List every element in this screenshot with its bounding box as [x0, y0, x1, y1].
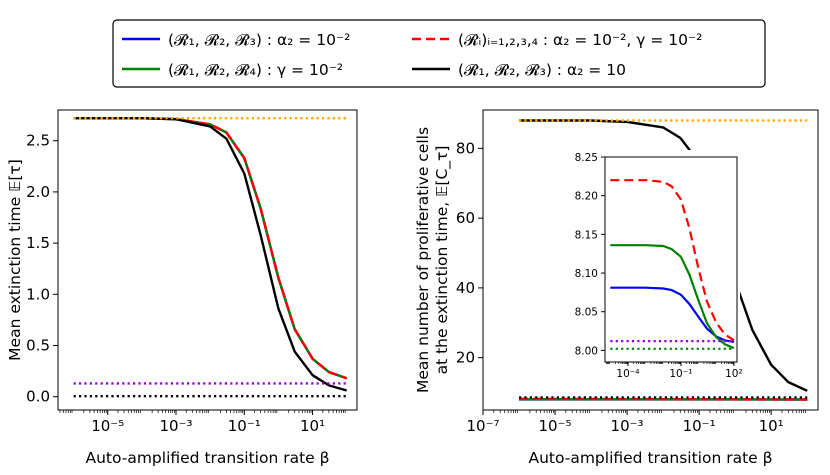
y-tick-label: 2.5	[26, 132, 50, 150]
inset-background	[560, 150, 740, 390]
series-line-1	[73, 116, 348, 380]
series-line-2	[518, 397, 808, 401]
y-tick-label: 8.25	[575, 152, 598, 164]
series-line-2	[610, 179, 735, 342]
x-tick-label: 10²	[725, 368, 743, 380]
series-line-2	[73, 116, 348, 380]
y-axis-label: Mean extinction time 𝔼[τ]	[6, 159, 24, 361]
x-tick-label: 10⁻⁵	[91, 417, 124, 435]
y-tick-label: 0.0	[26, 388, 50, 406]
plot-frame	[57, 109, 358, 411]
y-tick-label: 1.5	[26, 234, 50, 252]
inset-chart: 10⁻⁴ 10⁻¹ 10² 8.00 8.05 8.10 8.15 8.20 8.25	[560, 150, 743, 390]
series-line-3	[73, 116, 348, 392]
plot-frame	[604, 156, 738, 363]
y-tick-label: 8.10	[575, 268, 598, 280]
x-tick-label: 10⁻³	[611, 417, 644, 435]
y-tick-label: 8.20	[575, 191, 598, 203]
legend: (𝓡₁, 𝓡₂, 𝓡₃) : α₂ = 10⁻² (𝓡ᵢ)ᵢ₌₁,₂,₃,₄ : …	[112, 19, 766, 88]
x-tick-label: 10¹	[759, 417, 784, 435]
x-tick-label: 10⁻¹	[683, 417, 716, 435]
y-tick-label: 2.0	[26, 183, 50, 201]
x-tick-label: 10⁻¹	[669, 368, 692, 380]
series-group	[73, 116, 348, 398]
y-tick-label: 8.05	[575, 307, 598, 319]
legend-label-1: (𝓡ᵢ)ᵢ₌₁,₂,₃,₄ : α₂ = 10⁻², γ = 10⁻²	[458, 31, 702, 49]
y-axis-label-line-1: at the extinction time, 𝔼[C_τ]	[433, 146, 452, 375]
legend-box	[112, 19, 766, 88]
x-tick-label: 10⁻⁴	[616, 368, 639, 380]
y-tick-label: 8.00	[575, 345, 598, 357]
chart-extinction-time: 10⁻⁵ 10⁻³ 10⁻¹ 10¹ 0.0 0.5 1.0 1.5 2.0 2.5 Auto-am…	[6, 109, 358, 467]
y-tick-label: 60	[456, 209, 475, 227]
x-tick-label: 10⁻⁵	[539, 417, 572, 435]
series-line-1	[610, 244, 735, 350]
y-tick-label: 40	[456, 279, 475, 297]
x-tick-label: 10¹	[300, 417, 325, 435]
series-group	[610, 179, 735, 350]
x-tick-label: 10⁻⁷	[466, 417, 499, 435]
x-tick-label: 10⁻³	[159, 417, 192, 435]
y-tick-label: 80	[456, 139, 475, 157]
x-tick-label: 10⁻¹	[228, 417, 261, 435]
y-tick-label: 8.15	[575, 229, 598, 241]
x-axis-label: Auto-amplified transition rate β	[85, 449, 329, 467]
y-tick-label: 1.0	[26, 285, 50, 303]
y-tick-label: 20	[456, 349, 475, 367]
x-axis-label: Auto-amplified transition rate β	[528, 449, 772, 467]
series-line-0	[73, 116, 348, 380]
y-tick-label: 0.5	[26, 336, 50, 354]
legend-label-2: (𝓡₁, 𝓡₂, 𝓡₄) : γ = 10⁻²	[168, 61, 343, 79]
plot-frame	[482, 109, 819, 411]
legend-label-0: (𝓡₁, 𝓡₂, 𝓡₃) : α₂ = 10⁻²	[168, 31, 350, 49]
y-axis-label-line-0: Mean number of proliferative cells	[414, 127, 432, 393]
legend-label-3: (𝓡₁, 𝓡₂, 𝓡₃) : α₂ = 10	[458, 61, 626, 79]
series-line-0	[610, 286, 735, 343]
